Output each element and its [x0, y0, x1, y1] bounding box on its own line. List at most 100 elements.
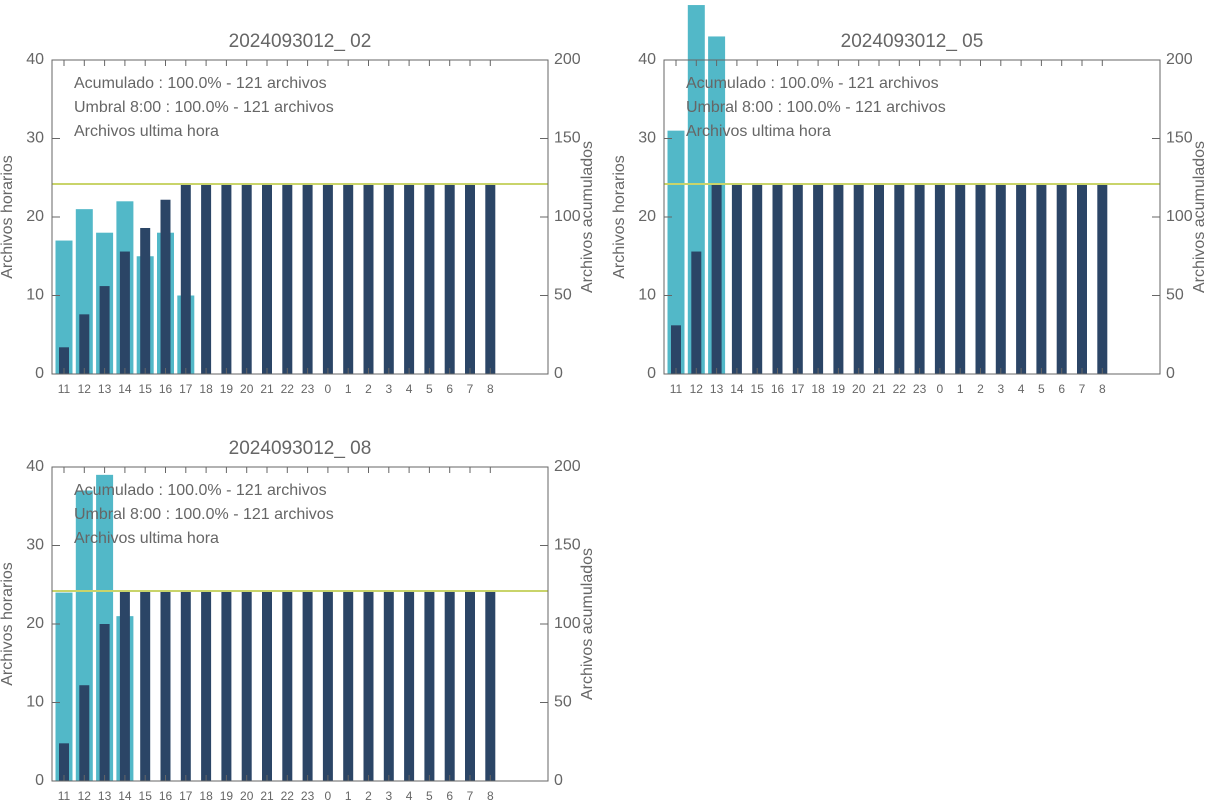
x-tick-label: 1 — [345, 789, 352, 803]
bar — [241, 591, 252, 781]
y2-axis-label: Archivos acumulados — [579, 141, 596, 293]
y2-axis-label: Archivos acumulados — [1191, 141, 1206, 293]
x-tick-label: 1 — [345, 382, 352, 396]
bar — [160, 591, 171, 781]
x-tick-label: 18 — [199, 789, 213, 803]
bar — [363, 184, 374, 374]
bar — [160, 199, 171, 374]
x-tick-label: 18 — [811, 382, 825, 396]
x-tick-label: 20 — [240, 382, 254, 396]
x-tick-label: 12 — [78, 382, 92, 396]
x-tick-label: 8 — [1099, 382, 1106, 396]
x-tick-label: 5 — [426, 382, 433, 396]
x-tick-label: 6 — [446, 382, 453, 396]
bar — [282, 591, 293, 781]
x-tick-label: 20 — [852, 382, 866, 396]
bar — [711, 184, 722, 374]
bar — [752, 184, 763, 374]
bar — [282, 184, 293, 374]
bar — [59, 347, 69, 374]
x-tick-label: 5 — [1038, 382, 1045, 396]
x-tick-label: 3 — [997, 382, 1004, 396]
bar — [262, 591, 272, 781]
bar — [180, 184, 191, 374]
x-tick-label: 16 — [159, 382, 173, 396]
bar — [813, 184, 824, 374]
bar — [119, 591, 130, 781]
y-tick-label: 30 — [638, 130, 656, 147]
y2-tick-label: 0 — [1166, 365, 1175, 382]
bar — [934, 184, 945, 374]
bar — [140, 227, 151, 374]
x-tick-label: 5 — [426, 789, 433, 803]
y-axis-label: Archivos horarios — [0, 155, 16, 279]
bar — [79, 685, 90, 781]
x-tick-label: 2 — [977, 382, 984, 396]
y-tick-label: 40 — [638, 51, 656, 68]
bar — [444, 591, 455, 781]
bar — [792, 184, 803, 374]
y2-tick-label: 200 — [554, 458, 581, 475]
x-tick-label: 23 — [301, 789, 315, 803]
y-tick-label: 30 — [26, 130, 44, 147]
chart-title: 2024093012_ 08 — [229, 438, 372, 459]
bar — [995, 184, 1006, 374]
bar — [201, 184, 212, 374]
legend-entry: Acumulado : 100.0% - 121 archivos — [74, 482, 327, 499]
bar — [424, 591, 435, 781]
x-tick-label: 7 — [467, 789, 474, 803]
x-tick-label: 17 — [179, 789, 193, 803]
y-tick-label: 10 — [26, 694, 44, 711]
x-tick-label: 6 — [446, 789, 453, 803]
x-tick-label: 0 — [937, 382, 944, 396]
x-tick-label: 11 — [670, 382, 683, 396]
x-tick-label: 3 — [385, 382, 392, 396]
x-tick-label: 16 — [771, 382, 785, 396]
legend-entry: Umbral 8:00 : 100.0% - 121 archivos — [74, 99, 334, 116]
x-tick-label: 17 — [791, 382, 805, 396]
legend-entry: Acumulado : 100.0% - 121 archivos — [686, 75, 939, 92]
y2-tick-label: 200 — [554, 51, 581, 68]
bar — [302, 591, 313, 781]
bar — [485, 184, 496, 374]
chart-title: 2024093012_ 02 — [229, 31, 372, 52]
x-tick-label: 22 — [893, 382, 907, 396]
bar — [201, 591, 212, 781]
bar — [955, 184, 966, 374]
bar — [731, 184, 742, 374]
y-tick-label: 0 — [35, 772, 44, 789]
bar — [221, 184, 232, 374]
x-tick-label: 21 — [872, 382, 886, 396]
x-tick-label: 19 — [220, 382, 234, 396]
legend-entry: Umbral 8:00 : 100.0% - 121 archivos — [686, 99, 946, 116]
y-tick-label: 10 — [638, 287, 656, 304]
bar — [55, 240, 73, 374]
legend-entry: Archivos ultima hora — [686, 123, 831, 140]
x-tick-label: 7 — [467, 382, 474, 396]
x-tick-label: 22 — [281, 382, 295, 396]
y2-tick-label: 150 — [554, 130, 581, 147]
bar — [79, 314, 90, 374]
x-tick-label: 21 — [260, 789, 274, 803]
bar — [322, 184, 333, 374]
y2-axis-label: Archivos acumulados — [579, 548, 596, 700]
bar — [914, 184, 925, 374]
chart-title: 2024093012_ 05 — [841, 31, 984, 52]
bar — [1097, 184, 1108, 374]
bar — [1077, 184, 1087, 374]
x-tick-label: 14 — [118, 382, 132, 396]
x-tick-label: 15 — [139, 789, 153, 803]
y-axis-label: Archivos horarios — [611, 155, 628, 279]
y2-tick-label: 150 — [554, 537, 581, 554]
bar — [894, 184, 905, 374]
x-tick-label: 22 — [281, 789, 295, 803]
bar — [99, 286, 110, 374]
bar — [180, 591, 191, 781]
y2-tick-label: 200 — [1166, 51, 1193, 68]
y-tick-label: 40 — [26, 458, 44, 475]
x-tick-label: 13 — [98, 789, 112, 803]
y2-tick-label: 50 — [554, 287, 572, 304]
bar — [485, 591, 496, 781]
